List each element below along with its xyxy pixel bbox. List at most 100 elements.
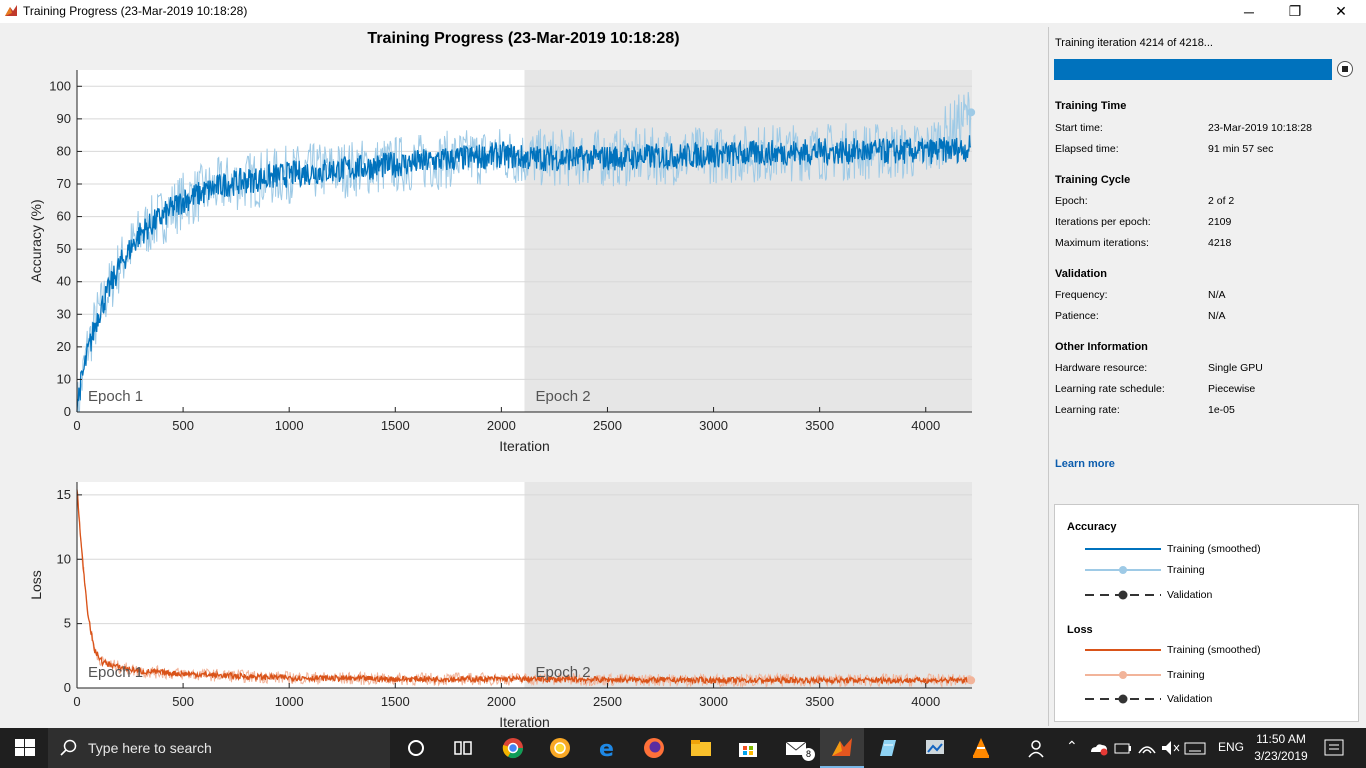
legend-acc-training: Training bbox=[1167, 564, 1205, 576]
firefox-icon[interactable] bbox=[642, 736, 666, 760]
x-axis-label: Iteration bbox=[499, 438, 550, 454]
learning-rate-label: Learning rate: bbox=[1055, 404, 1120, 416]
volume-muted-icon[interactable] bbox=[1158, 736, 1182, 760]
vlc-icon[interactable] bbox=[969, 736, 993, 760]
mail-icon[interactable] bbox=[784, 736, 808, 760]
epoch-label: Epoch: bbox=[1055, 195, 1088, 207]
tray-chevron-icon[interactable]: ⌃ bbox=[1066, 738, 1078, 754]
series-training-point bbox=[967, 676, 976, 685]
stop-training-button[interactable] bbox=[1337, 61, 1353, 77]
store-icon[interactable] bbox=[736, 736, 760, 760]
matlab-taskbar-button[interactable] bbox=[820, 728, 864, 768]
cortana-icon[interactable] bbox=[404, 736, 428, 760]
clock-date: 3/23/2019 bbox=[1254, 749, 1308, 763]
other-info-heading: Other Information bbox=[1055, 341, 1148, 353]
x-tick-label: 1000 bbox=[275, 694, 304, 709]
x-tick-label: 2000 bbox=[487, 418, 516, 433]
epoch-label: Epoch 2 bbox=[536, 664, 591, 681]
action-center-icon[interactable] bbox=[1322, 736, 1346, 760]
x-tick-label: 2500 bbox=[593, 694, 622, 709]
keyboard-icon[interactable] bbox=[1183, 736, 1207, 760]
taskbar-search-box[interactable]: Type here to search bbox=[48, 728, 390, 768]
epoch-band bbox=[524, 482, 972, 688]
search-placeholder: Type here to search bbox=[88, 740, 212, 756]
notepad-icon[interactable] bbox=[876, 736, 900, 760]
clock-time: 11:50 AM bbox=[1256, 732, 1306, 746]
legend-accuracy-swatches bbox=[1085, 548, 1161, 600]
x-tick-label: 500 bbox=[172, 418, 194, 433]
y-tick-label: 10 bbox=[57, 551, 71, 566]
legend-panel: Accuracy Training (smoothed) Training Va… bbox=[1054, 504, 1359, 722]
x-tick-label: 500 bbox=[172, 694, 194, 709]
x-tick-label: 1500 bbox=[381, 694, 410, 709]
window-titlebar: Training Progress (23-Mar-2019 10:18:28)… bbox=[0, 0, 1366, 23]
max-iterations-value: 4218 bbox=[1208, 237, 1232, 249]
svg-text:e: e bbox=[599, 737, 614, 760]
legend-loss-validation: Validation bbox=[1167, 693, 1213, 705]
epoch-value: 2 of 2 bbox=[1208, 195, 1235, 207]
loss-chart: 0 500 1000 1500 2000 2500 3000 3500 4000 0 5 10 15 Ep… bbox=[28, 482, 976, 728]
x-tick-label: 1500 bbox=[381, 418, 410, 433]
battery-icon[interactable] bbox=[1111, 736, 1135, 760]
mail-badge: 8 bbox=[802, 748, 815, 761]
elapsed-time-label: Elapsed time: bbox=[1055, 143, 1119, 155]
taskbar-clock[interactable]: 11:50 AM 3/23/2019 bbox=[1244, 731, 1318, 765]
series-training-line bbox=[76, 92, 972, 413]
restore-button[interactable]: ❐ bbox=[1288, 3, 1302, 19]
matlab-icon bbox=[832, 738, 852, 756]
legend-loss-training: Training bbox=[1167, 669, 1205, 681]
y-tick-label: 30 bbox=[57, 306, 71, 321]
training-cycle-heading: Training Cycle bbox=[1055, 174, 1131, 186]
chrome-icon[interactable] bbox=[501, 736, 525, 760]
y-tick-label: 0 bbox=[64, 404, 71, 419]
y-tick-label: 5 bbox=[64, 616, 71, 631]
epoch-label: Epoch 2 bbox=[536, 388, 591, 405]
figure-title: Training Progress (23-Mar-2019 10:18:28) bbox=[367, 30, 680, 47]
file-explorer-icon[interactable] bbox=[689, 736, 713, 760]
minimize-button[interactable]: ─ bbox=[1244, 3, 1254, 20]
windows-taskbar: Type here to search e 8 ⌃ bbox=[0, 728, 1366, 768]
learning-rate-value: 1e-05 bbox=[1208, 404, 1235, 416]
accuracy-chart: 0 500 1000 1500 2000 2500 3000 3500 4000 0 10 20 30 4… bbox=[28, 70, 976, 454]
x-tick-label: 3000 bbox=[699, 418, 728, 433]
lr-schedule-value: Piecewise bbox=[1208, 383, 1256, 395]
x-tick-label: 2500 bbox=[593, 418, 622, 433]
legend-loss-swatches bbox=[1085, 649, 1161, 704]
task-view-icon[interactable] bbox=[451, 736, 475, 760]
frequency-label: Frequency: bbox=[1055, 289, 1108, 301]
windows-start-icon[interactable] bbox=[13, 736, 37, 760]
learn-more-link[interactable]: Learn more bbox=[1055, 458, 1115, 470]
legend-acc-smoothed: Training (smoothed) bbox=[1167, 543, 1261, 555]
chrome-canary-icon[interactable] bbox=[548, 736, 572, 760]
y-tick-label: 20 bbox=[57, 339, 71, 354]
matlab-app-icon bbox=[5, 5, 17, 16]
iteration-status: Training iteration 4214 of 4218... bbox=[1055, 37, 1213, 49]
lr-schedule-label: Learning rate schedule: bbox=[1055, 383, 1165, 395]
training-time-heading: Training Time bbox=[1055, 100, 1127, 112]
patience-label: Patience: bbox=[1055, 310, 1099, 322]
y-axis-label: Accuracy (%) bbox=[28, 199, 44, 282]
series-smoothed-line bbox=[76, 489, 972, 686]
language-indicator[interactable]: ENG bbox=[1218, 740, 1245, 754]
series-training-point bbox=[967, 108, 976, 117]
iterations-per-epoch-label: Iterations per epoch: bbox=[1055, 216, 1151, 228]
image-viewer-icon[interactable] bbox=[923, 736, 947, 760]
y-tick-label: 90 bbox=[57, 111, 71, 126]
wifi-icon[interactable] bbox=[1135, 736, 1159, 760]
max-iterations-label: Maximum iterations: bbox=[1055, 237, 1149, 249]
patience-value: N/A bbox=[1208, 310, 1226, 322]
close-button[interactable]: ✕ bbox=[1335, 3, 1347, 19]
hardware-resource-label: Hardware resource: bbox=[1055, 362, 1148, 374]
search-icon bbox=[60, 739, 77, 756]
y-tick-label: 10 bbox=[57, 371, 71, 386]
y-tick-label: 0 bbox=[64, 680, 71, 695]
y-tick-label: 70 bbox=[57, 176, 71, 191]
elapsed-time-value: 91 min 57 sec bbox=[1208, 143, 1274, 155]
onedrive-icon[interactable] bbox=[1087, 736, 1111, 760]
hardware-resource-value: Single GPU bbox=[1208, 362, 1263, 374]
y-tick-label: 80 bbox=[57, 143, 71, 158]
x-tick-label: 3500 bbox=[805, 694, 834, 709]
edge-icon[interactable]: e bbox=[596, 736, 620, 760]
people-icon[interactable] bbox=[1026, 736, 1050, 760]
y-tick-label: 100 bbox=[49, 78, 71, 93]
